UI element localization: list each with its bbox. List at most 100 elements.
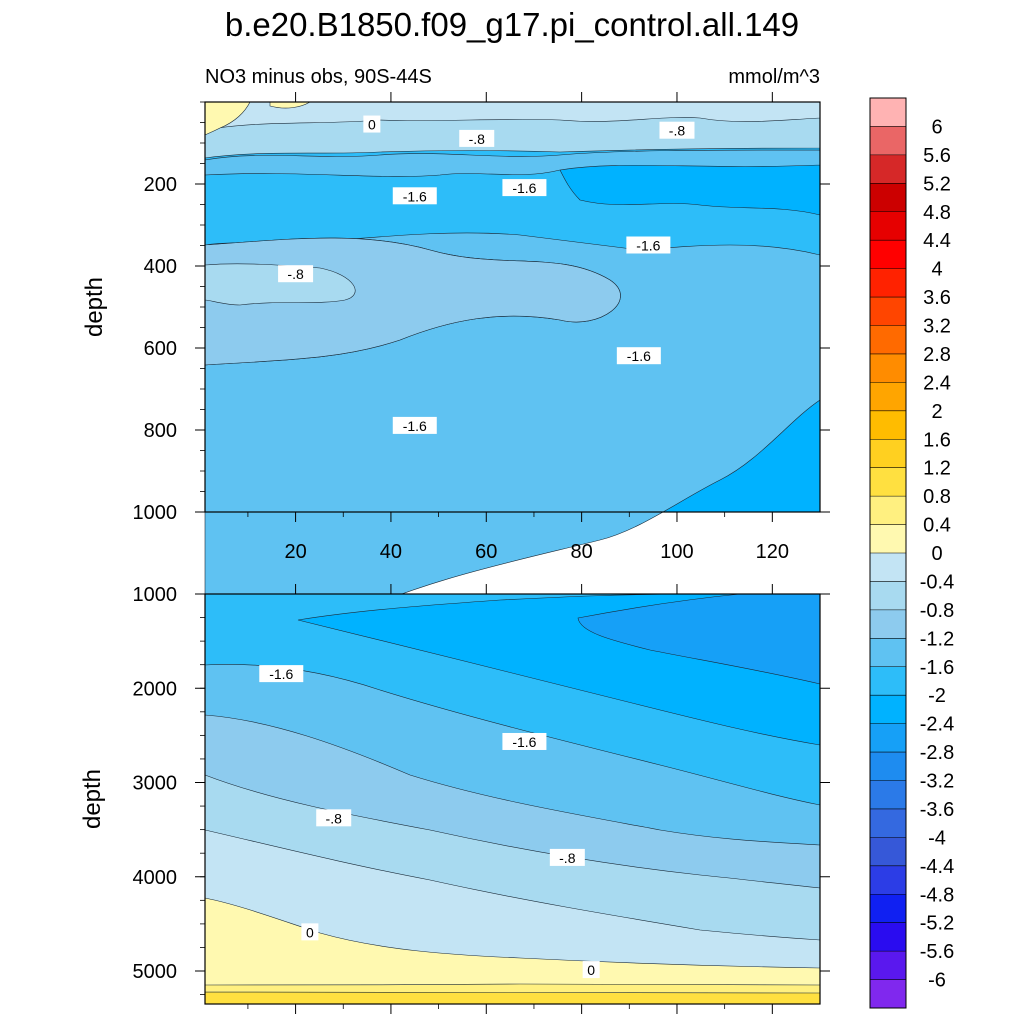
contour-label: -.8	[287, 266, 304, 282]
colorbar-swatch	[870, 382, 906, 412]
y-tick-label: 800	[144, 420, 177, 442]
colorbar-label: 3.2	[923, 316, 951, 338]
contour-label: -1.6	[512, 180, 536, 196]
colorbar-swatch	[870, 752, 906, 781]
contour-label-box	[616, 347, 661, 365]
contour-label-box	[363, 115, 381, 133]
colorbar-label: 0.8	[923, 486, 951, 508]
colorbar-label: -6	[928, 970, 946, 992]
y-tick-label: 600	[144, 338, 177, 360]
upper-band-neg0p4	[204, 101, 821, 131]
y-tick-label: 1000	[133, 502, 178, 524]
colorbar-label: -2.4	[920, 714, 954, 736]
colorbar-label: 5.2	[923, 173, 951, 195]
contour-label: -1.6	[403, 418, 427, 434]
lower-band-1p2	[204, 991, 821, 1005]
contour-label: -1.6	[269, 666, 293, 682]
colorbar-swatch	[870, 439, 906, 468]
x-tick-label: 60	[475, 541, 497, 563]
upper-y-ticks: 200 400 600 800 1000	[133, 101, 830, 524]
contour-label: 0	[306, 924, 314, 940]
upper-y-axis-label: depth	[81, 277, 108, 337]
colorbar-label: -1.2	[920, 628, 954, 650]
y-tick-label: 1000	[133, 584, 178, 606]
colorbar-swatch	[870, 553, 906, 582]
colorbar-swatch	[870, 126, 906, 156]
colorbar-swatch	[870, 808, 906, 838]
upper-band-neg0p8	[204, 101, 821, 306]
colorbar-swatch	[870, 922, 906, 952]
colorbar-label: -3.2	[920, 771, 954, 793]
colorbar-swatch	[870, 581, 906, 611]
colorbar-label: -2.8	[920, 742, 954, 764]
contour-label-box	[549, 848, 585, 866]
colorbar-swatch	[870, 780, 906, 810]
y-tick-label: 2000	[133, 678, 178, 700]
colorbar-swatch	[870, 154, 906, 184]
colorbar-swatch	[870, 865, 906, 895]
x-tick-label: 20	[284, 541, 306, 563]
x-tick-label: 120	[756, 541, 789, 563]
colorbar-swatch	[870, 268, 906, 298]
colorbar-label: -1.6	[920, 657, 954, 679]
upper-panel: 20 40 60 80 100 120 200 400 600 800 1000 0 -.8 -.8 -…	[81, 92, 830, 651]
contour-label-box	[301, 923, 319, 941]
colorbar-label: -2	[928, 685, 946, 707]
contour-label: -1.6	[627, 348, 651, 364]
x-tick-label: 100	[660, 541, 693, 563]
contour-label: 0	[368, 117, 376, 133]
colorbar-swatch	[870, 211, 906, 241]
contour-label: -1.6	[512, 734, 536, 750]
contour-label: -.8	[669, 123, 686, 139]
colorbar-label: 3.6	[923, 287, 951, 309]
colorbar-swatch	[870, 496, 906, 525]
colorbar-swatch	[870, 609, 906, 639]
contour-label-box	[502, 732, 547, 750]
colorbar-swatch	[870, 638, 906, 668]
upper-contour-labels: 0 -.8 -.8 -1.6 -1.6 -1.6 -.8 -1.6 -1.6	[278, 115, 695, 434]
colorbar-swatch	[870, 98, 906, 127]
colorbar-label: 2.4	[923, 372, 951, 394]
colorbar-swatch	[870, 695, 906, 724]
x-tick-label: 40	[380, 541, 402, 563]
x-tick-label: 80	[571, 541, 593, 563]
colorbar-label: 4.4	[923, 230, 951, 252]
colorbar-swatch	[870, 666, 906, 696]
lower-band-neg2p4	[577, 593, 821, 685]
contour-label-box	[392, 187, 437, 205]
colorbar-label: 4.8	[923, 202, 951, 224]
colorbar-swatch	[870, 951, 906, 980]
colorbar-label: -4.8	[920, 884, 954, 906]
chart-title: b.e20.B1850.f09_g17.pi_control.all.149	[225, 6, 799, 43]
contour-label-box	[459, 129, 495, 147]
lower-panel: 1000 2000 3000 4000 5000 -1.6 -1.6 -.8 -.8 0 0 de…	[79, 584, 830, 1014]
lower-contour-labels: -1.6 -1.6 -.8 -.8 0 0	[259, 665, 600, 979]
colorbar-label: -3.6	[920, 799, 954, 821]
contour-label-box	[316, 809, 352, 827]
y-tick-label: 400	[144, 256, 177, 278]
contour-label: -.8	[326, 810, 343, 826]
contour-label-box	[582, 961, 600, 979]
colorbar-label: 0.4	[923, 515, 951, 537]
colorbar-label: -5.2	[920, 913, 954, 935]
colorbar-label: 2.8	[923, 344, 951, 366]
lower-band-zero	[204, 897, 821, 1005]
colorbar-label: 5.6	[923, 145, 951, 167]
colorbar-label: 6	[931, 116, 942, 138]
contour-label-box	[626, 236, 671, 254]
colorbar-label: -0.4	[920, 571, 954, 593]
colorbar-label: -4	[928, 827, 946, 849]
colorbar-label: 2	[931, 401, 942, 423]
colorbar: 6 5.6 5.2 4.8 4.4 4 3.6 3.2 2.8 2.4 2 1.6 1.2 0.8 0.4 0…	[869, 97, 954, 1009]
colorbar-label: -5.6	[920, 941, 954, 963]
colorbar-label: -0.8	[920, 600, 954, 622]
subtitle-right: mmol/m^3	[728, 66, 820, 88]
colorbar-frame	[869, 97, 907, 1009]
y-tick-label: 5000	[133, 961, 178, 983]
y-tick-label: 200	[144, 174, 177, 196]
lower-y-ticks: 1000 2000 3000 4000 5000	[133, 584, 830, 995]
colorbar-swatch	[870, 723, 906, 753]
contour-label: -.8	[469, 131, 486, 147]
lower-y-axis-label: depth	[79, 769, 106, 829]
